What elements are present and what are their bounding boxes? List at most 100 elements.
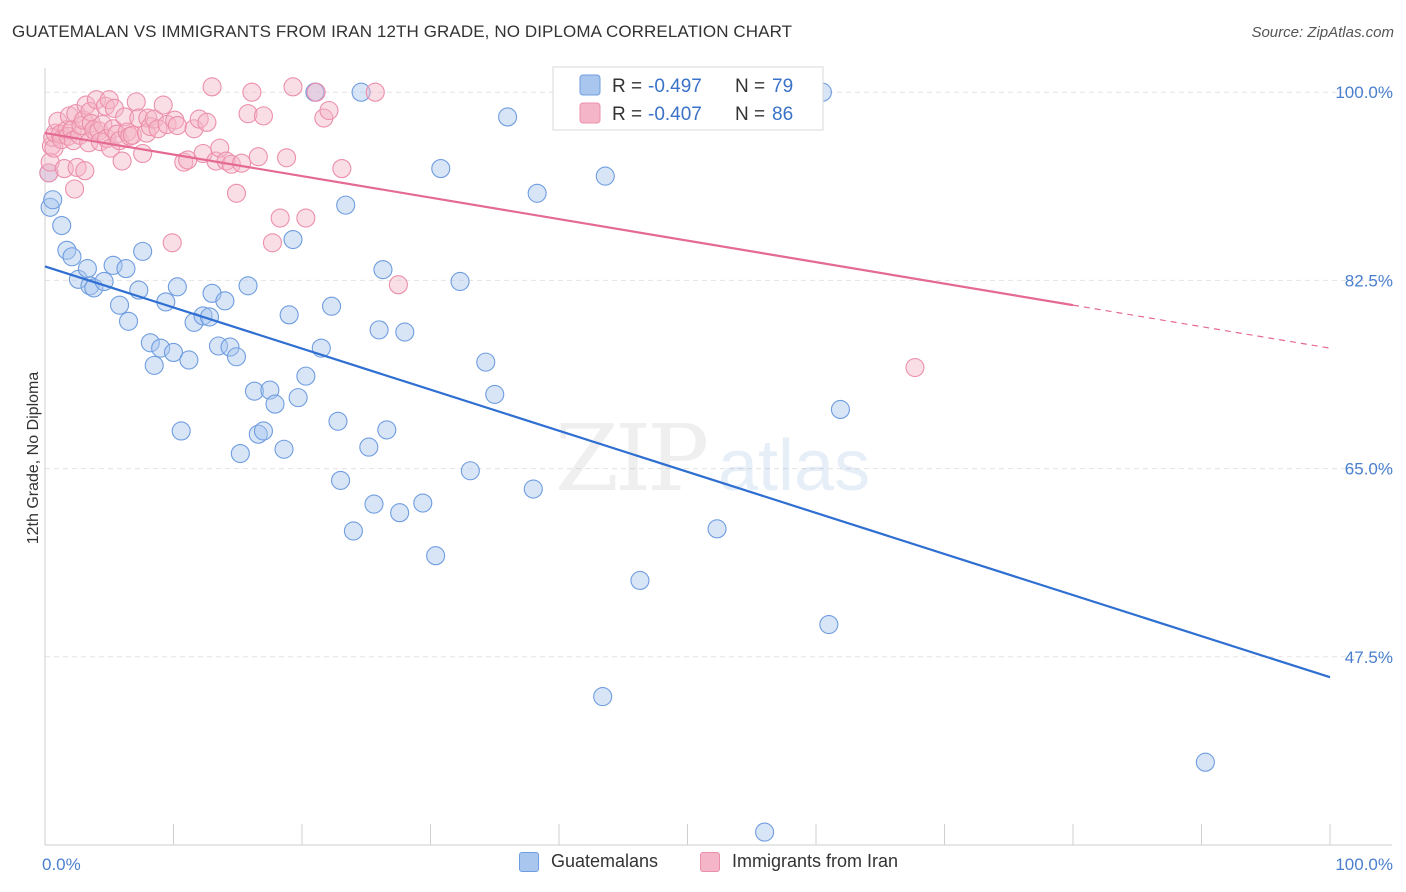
guatemalans-point-68 [523,479,543,499]
iran-point-40 [115,107,135,127]
iran-point-35 [103,119,123,139]
iran-point-56 [167,115,187,136]
correlation-legend: R = -0.497 N = 79 R = -0.407 N = 86 [552,66,824,131]
iran-point-75 [270,208,290,228]
guatemalans-point-54 [364,494,384,514]
guatemalans-point-61 [426,546,446,566]
guatemalans-point-44 [296,366,316,386]
guatemalans-point-50 [336,195,356,215]
guatemalans-point-1 [40,197,60,217]
y-tick-label-0: 47.5% [1345,648,1393,667]
legend-swatch-iran [700,851,720,872]
guatemalans-point-33 [230,443,250,464]
guatemalans-point-56 [373,260,393,280]
legend-r-value-1: -0.497 [648,76,702,97]
iran-point-62 [197,112,217,132]
series-guatemalans [39,82,1215,842]
y-tick-label-2: 82.5% [1345,271,1393,290]
guatemalans-point-30 [215,291,235,311]
guatemalans-point-47 [322,296,342,316]
iran-point-51 [148,119,168,139]
guatemalans-point-73 [707,519,727,539]
legend-item-iran: Immigrants from Iran [700,851,898,872]
iran-point-50 [144,109,164,129]
guatemalans-point-62 [431,159,451,179]
guatemalans-point-5 [62,247,82,267]
guatemalans-point-74 [755,822,775,842]
axes [44,68,1392,846]
grid-lines [45,91,1392,658]
guatemalans-point-39 [265,394,285,414]
trend-line-iran [44,131,1074,307]
x-tick-label-0: 0.0% [42,855,81,874]
guatemalans-point-7 [77,259,97,279]
guatemalans-point-71 [595,166,615,186]
legend-r-label-1: R = [612,76,642,97]
guatemalans-point-14 [118,311,139,331]
legend-item-guatemalans: Guatemalans [519,851,658,872]
y-tick-label-1: 65.0% [1345,460,1393,479]
legend-swatch-blue [579,74,601,96]
legend-label-guatemalans: Guatemalans [551,851,659,871]
guatemalans-point-22 [167,277,187,297]
guatemalans-point-65 [476,352,496,372]
tick-labels: 47.5% 65.0% 82.5% 100.0% 0.0% 100.0% [42,83,1393,874]
guatemalans-point-18 [144,355,164,375]
guatemalans-point-69 [527,183,547,203]
y-tick-label-3: 100.0% [1335,83,1393,102]
guatemalans-point-40 [274,439,294,459]
iran-point-10 [57,120,77,140]
guatemalans-point-76 [819,614,839,635]
iran-point-68 [226,183,247,203]
guatemalans-point-17 [140,333,160,353]
source-credit: Source: ZipAtlas.com [1251,24,1394,41]
chart-title: GUATEMALAN VS IMMIGRANTS FROM IRAN 12TH … [12,22,793,41]
iran-point-71 [242,82,262,102]
guatemalans-point-3 [52,216,72,236]
legend-label-iran: Immigrants from Iran [732,851,899,871]
guatemalans-point-66 [485,384,505,404]
iran-point-81 [319,100,339,121]
legend-n-value-1: 79 [772,76,793,97]
iran-point-60 [189,109,209,129]
guatemalans-point-48 [328,411,348,431]
x-tick-label-1: 100.0% [1335,855,1393,874]
guatemalans-point-70 [593,687,613,707]
iran-point-55 [165,110,185,130]
iran-point-76 [277,148,297,168]
legend-n-value-2: 86 [772,104,793,125]
guatemalans-point-67 [498,107,518,127]
legend-swatch-guatemalans [519,851,539,872]
iran-point-82 [332,159,352,179]
iran-point-69 [232,153,252,173]
iran-point-52 [153,95,173,115]
iran-point-63 [202,77,222,97]
guatemalans-point-13 [116,259,136,279]
guatemalans-point-21 [163,342,184,363]
iran-point-84 [388,275,408,295]
trend-lines [44,131,1331,679]
iran-point-79 [306,82,326,102]
y-axis-label: 12th Grade, No Diploma [25,372,42,545]
guatemalans-point-51 [343,521,363,541]
guatemalans-point-77 [830,399,850,420]
guatemalans-point-57 [377,420,397,440]
legend-r-value-2: -0.407 [648,104,702,125]
iran-point-74 [262,233,282,253]
guatemalans-point-53 [359,437,379,457]
iran-point-39 [112,151,132,171]
iran-point-85 [905,357,925,378]
trend-line-iran-extension [1072,304,1331,349]
legend-n-label-2: N = [735,104,765,125]
guatemalans-point-35 [244,381,265,401]
guatemalans-point-60 [413,493,433,513]
guatemalans-point-24 [179,350,199,370]
guatemalans-point-59 [395,322,415,342]
guatemalans-point-32 [226,347,247,367]
iran-point-54 [162,233,182,253]
guatemalans-point-52 [351,82,371,102]
legend-swatch-pink [579,102,601,124]
iran-point-70 [238,104,258,124]
iran-point-44 [126,92,146,112]
